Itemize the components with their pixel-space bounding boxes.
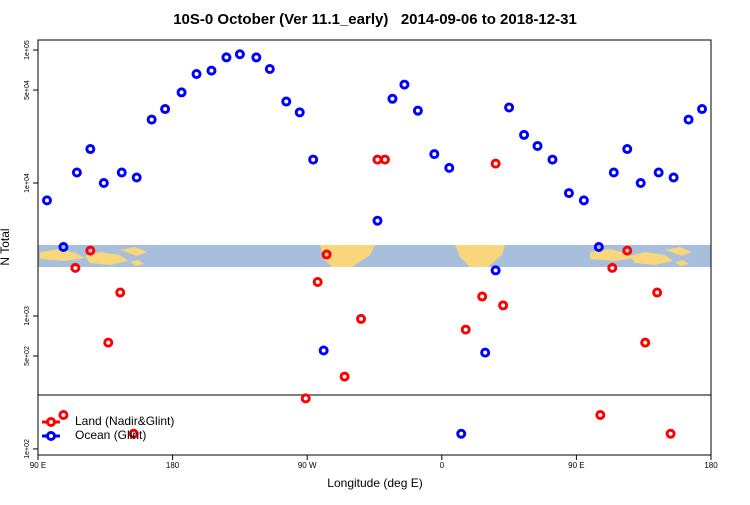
point — [665, 428, 676, 439]
point — [71, 167, 82, 178]
point — [683, 114, 694, 125]
point — [635, 178, 646, 189]
point — [85, 144, 96, 155]
point — [372, 154, 383, 165]
point — [387, 93, 398, 104]
point — [41, 195, 52, 206]
y-tick-label: 1e+04 — [24, 173, 31, 193]
point — [480, 347, 491, 358]
point — [70, 262, 81, 273]
point — [116, 167, 127, 178]
y-tick-label: 1e+03 — [24, 306, 31, 326]
legend-label: Ocean (Glint) — [75, 428, 146, 442]
point — [697, 104, 708, 115]
y-axis-label: N Total — [0, 228, 12, 265]
point — [519, 129, 530, 140]
y-tick-label: 5e+02 — [24, 346, 31, 366]
x-tick-label: 90 E — [30, 461, 46, 470]
point — [668, 172, 679, 183]
point — [429, 149, 440, 160]
y-tick-label: 5e+04 — [24, 80, 31, 100]
point — [490, 265, 501, 276]
x-tick-label: 180 — [166, 461, 180, 470]
point — [444, 162, 455, 173]
point — [264, 64, 275, 75]
point — [477, 291, 488, 302]
point — [115, 287, 126, 298]
point — [593, 242, 604, 253]
point — [251, 52, 262, 63]
point — [498, 300, 509, 311]
point — [578, 195, 589, 206]
point — [318, 345, 329, 356]
point — [98, 178, 109, 189]
point — [191, 69, 202, 80]
y-tick-label: 1e+02 — [24, 439, 31, 459]
legend-marker — [46, 431, 56, 441]
point — [547, 154, 558, 165]
point — [595, 409, 606, 420]
point — [563, 188, 574, 199]
point — [103, 337, 114, 348]
point — [653, 167, 664, 178]
point — [128, 428, 139, 439]
chart-title: 10S-0 October (Ver 11.1_early) 2014-09-0… — [173, 11, 577, 28]
point — [85, 245, 96, 256]
point — [58, 242, 69, 253]
point — [160, 104, 171, 115]
x-tick-label: 90 W — [298, 461, 317, 470]
map-band — [38, 245, 711, 267]
x-tick-label: 180 — [704, 461, 718, 470]
legend-marker — [46, 417, 56, 427]
point — [58, 409, 69, 420]
point — [412, 105, 423, 116]
y-tick-label: 1e+05 — [24, 40, 31, 60]
legend-label: Land (Nadir&Glint) — [75, 414, 174, 428]
point — [356, 313, 367, 324]
point — [146, 114, 157, 125]
point — [372, 215, 383, 226]
point — [131, 172, 142, 183]
x-axis-label: Longitude (deg E) — [327, 476, 422, 490]
point — [622, 245, 633, 256]
point — [456, 428, 467, 439]
point — [460, 324, 471, 335]
x-tick-label: 0 — [440, 461, 445, 470]
point — [308, 154, 319, 165]
point — [490, 158, 501, 169]
point — [607, 262, 618, 273]
point — [652, 287, 663, 298]
point — [206, 65, 217, 76]
point — [281, 96, 292, 107]
point — [221, 52, 232, 63]
point — [294, 107, 305, 118]
point — [300, 393, 311, 404]
point — [399, 79, 410, 90]
point — [640, 337, 651, 348]
point — [339, 371, 350, 382]
point — [234, 49, 245, 60]
x-tick-label: 90 E — [568, 461, 584, 470]
point — [176, 87, 187, 98]
plot-frame — [37, 39, 712, 456]
point — [608, 167, 619, 178]
point — [321, 249, 332, 260]
point — [504, 102, 515, 113]
point — [532, 140, 543, 151]
point — [622, 144, 633, 155]
point — [312, 277, 323, 288]
point — [379, 154, 390, 165]
